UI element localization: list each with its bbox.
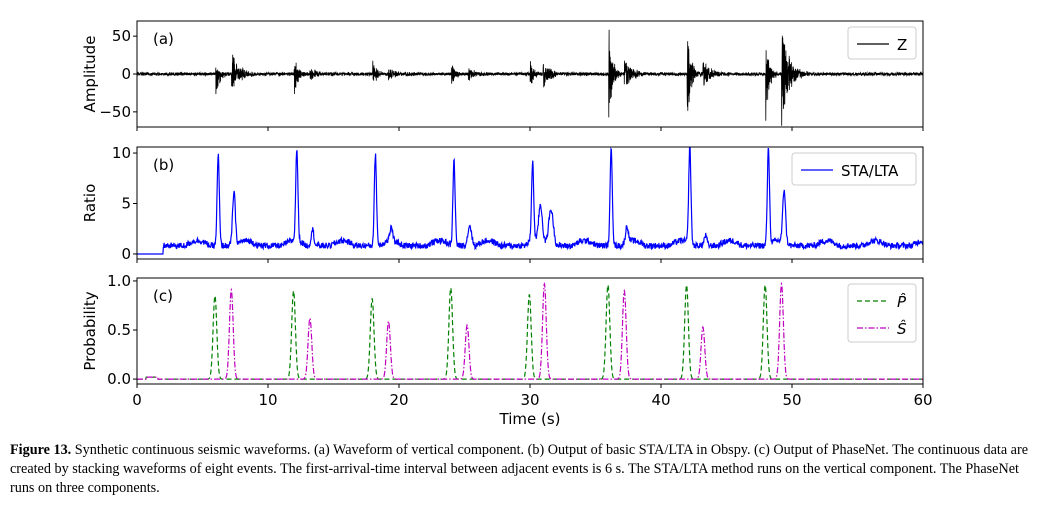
panel-0-plot-area [137, 29, 923, 126]
legend-label: STA/LTA [841, 162, 899, 180]
legend-label: Z [897, 36, 907, 54]
y-tick-label: 0 [121, 65, 131, 83]
caption-text: Synthetic continuous seismic waveforms. … [10, 442, 1028, 496]
x-tick-label: 20 [389, 391, 408, 409]
seismic-figure: −50 0 50 Amplitude (a) Z 0 5 10 Ratio (b) STA/LTA 0.… [81, 20, 933, 428]
legend-label: P̂ [897, 292, 907, 311]
y-tick-label: 10 [112, 144, 131, 162]
x-axis-label: Time (s) [499, 410, 561, 428]
y-tick-label: 0.5 [107, 321, 131, 339]
panel-label: (c) [153, 287, 173, 305]
panel-1-plot-area [137, 147, 923, 255]
y-tick-label: 0 [121, 245, 131, 263]
x-tick-label: 40 [651, 391, 670, 409]
figure-caption: Figure 13. Synthetic continuous seismic … [10, 441, 1032, 498]
series-line-sta-lta [137, 147, 923, 255]
y-tick-label: 50 [112, 27, 131, 45]
caption-label: Figure 13. [10, 442, 72, 458]
x-tick-label: 50 [782, 391, 801, 409]
y-axis-label: Probability [81, 291, 99, 370]
series-line-s-prob [137, 281, 923, 380]
y-tick-label: 5 [121, 195, 131, 213]
y-tick-label: −50 [99, 103, 131, 121]
y-tick-label: 1.0 [107, 272, 131, 290]
x-tick-label: 30 [520, 391, 539, 409]
series-line-z [137, 29, 923, 126]
x-tick-label: 10 [258, 391, 277, 409]
panel-label: (b) [153, 156, 174, 174]
panel-label: (a) [153, 30, 174, 48]
x-tick-label: 0 [132, 391, 142, 409]
x-tick-label: 60 [913, 391, 932, 409]
y-tick-label: 0.0 [107, 370, 131, 388]
legend-label: Ŝ [897, 319, 907, 338]
y-axis-label: Ratio [81, 184, 99, 223]
series-line-p-prob [137, 284, 923, 380]
panel-2-frame [136, 277, 924, 385]
legend-box [791, 152, 917, 186]
legend-box [847, 26, 917, 60]
panel-2-plot-area [137, 281, 923, 380]
y-axis-label: Amplitude [81, 36, 99, 113]
